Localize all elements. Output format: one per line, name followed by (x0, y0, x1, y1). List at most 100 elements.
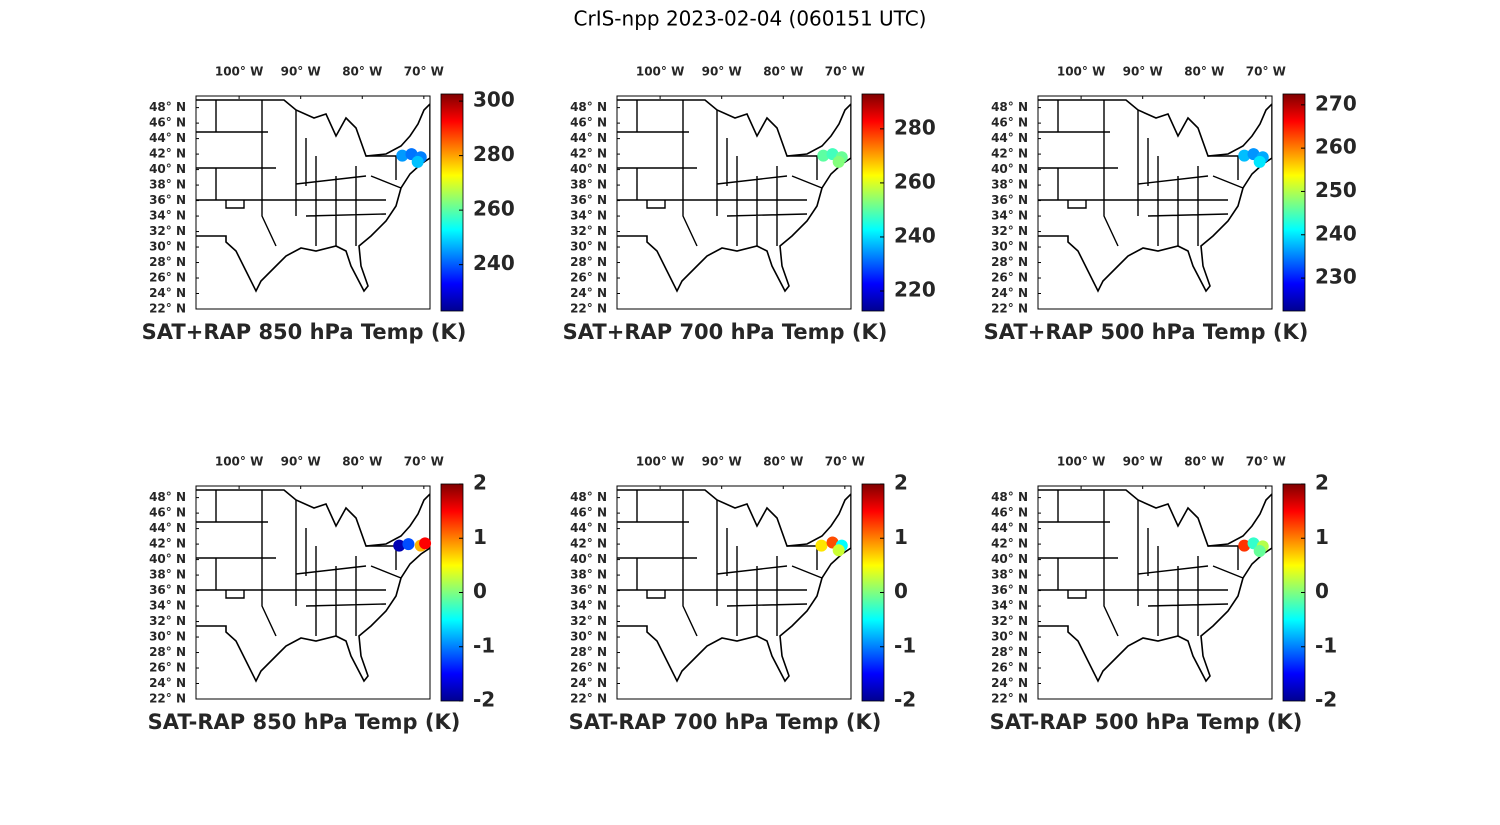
y-tick-label: 44° N (570, 521, 607, 535)
colorbar-tick-label: -1 (473, 633, 495, 657)
y-tick-label: 34° N (991, 209, 1028, 223)
colorbar-tick-label: 2 (1315, 471, 1329, 495)
x-tick-label: 100° W (1057, 65, 1105, 79)
x-tick-label: 80° W (763, 65, 803, 79)
y-tick-label: 48° N (570, 490, 607, 504)
map-frame (1037, 485, 1273, 700)
y-tick-label: 28° N (149, 255, 186, 269)
y-tick-label: 26° N (991, 271, 1028, 285)
y-tick-label: 24° N (149, 676, 186, 690)
data-point (402, 538, 415, 551)
colorbar (1282, 93, 1306, 312)
y-tick-label: 26° N (149, 271, 186, 285)
y-tick-label: 34° N (149, 599, 186, 613)
colorbar-tick-label: 230 (1315, 265, 1357, 289)
y-tick-label: 30° N (991, 240, 1028, 254)
y-tick-label: 22° N (149, 302, 186, 316)
data-point (1253, 545, 1266, 558)
data-point (817, 149, 830, 162)
y-tick-label: 24° N (570, 676, 607, 690)
y-tick-label: 44° N (149, 131, 186, 145)
colorbar-tick-label: 0 (894, 579, 908, 603)
panel-title: SAT+RAP 850 hPa Temp (K) (142, 320, 467, 344)
data-point (419, 537, 432, 550)
colorbar-tick-label: -1 (894, 633, 916, 657)
y-tick-label: 30° N (991, 630, 1028, 644)
colorbar-tick-label: 2 (473, 471, 487, 495)
colorbar (861, 93, 885, 312)
colorbar-tick-label: 260 (894, 169, 936, 193)
y-tick-label: 32° N (570, 614, 607, 628)
colorbar-tick-label: 0 (1315, 579, 1329, 603)
y-tick-label: 24° N (991, 676, 1028, 690)
y-tick-label: 40° N (991, 552, 1028, 566)
y-tick-label: 32° N (149, 224, 186, 238)
y-tick-label: 44° N (991, 131, 1028, 145)
y-tick-label: 42° N (149, 147, 186, 161)
y-tick-label: 44° N (991, 521, 1028, 535)
y-tick-label: 36° N (991, 193, 1028, 207)
data-point (1238, 149, 1251, 162)
y-tick-label: 38° N (149, 568, 186, 582)
colorbar-tick-label: 270 (1315, 91, 1357, 115)
y-tick-label: 22° N (991, 692, 1028, 706)
y-tick-label: 48° N (570, 100, 607, 114)
y-tick-label: 32° N (991, 614, 1028, 628)
y-tick-label: 40° N (149, 162, 186, 176)
colorbar-tick-label: -1 (1315, 633, 1337, 657)
y-tick-label: 36° N (570, 583, 607, 597)
x-tick-label: 70° W (404, 65, 444, 79)
y-tick-label: 44° N (570, 131, 607, 145)
colorbar-tick-label: 260 (1315, 135, 1357, 159)
x-tick-label: 70° W (404, 455, 444, 469)
y-tick-label: 46° N (149, 116, 186, 130)
colorbar-tick-label: 240 (1315, 221, 1357, 245)
y-tick-label: 22° N (570, 302, 607, 316)
y-tick-label: 32° N (570, 224, 607, 238)
colorbar (440, 93, 464, 312)
y-tick-label: 40° N (149, 552, 186, 566)
x-tick-label: 80° W (1184, 455, 1224, 469)
colorbar-tick-label: 0 (473, 579, 487, 603)
y-tick-label: 38° N (570, 568, 607, 582)
data-point (832, 544, 845, 557)
y-tick-label: 36° N (149, 583, 186, 597)
y-tick-label: 30° N (149, 630, 186, 644)
x-tick-label: 100° W (215, 455, 263, 469)
y-tick-label: 28° N (570, 645, 607, 659)
y-tick-label: 30° N (149, 240, 186, 254)
y-tick-label: 42° N (570, 147, 607, 161)
x-tick-label: 80° W (342, 65, 382, 79)
colorbar-tick-label: 240 (473, 251, 515, 275)
x-tick-label: 100° W (636, 65, 684, 79)
panel-title: SAT+RAP 700 hPa Temp (K) (563, 320, 888, 344)
colorbar-tick-label: 2 (894, 471, 908, 495)
x-tick-label: 100° W (1057, 455, 1105, 469)
colorbar-tick-label: 1 (473, 525, 487, 549)
y-tick-label: 42° N (991, 537, 1028, 551)
colorbar-tick-label: 260 (473, 197, 515, 221)
data-point (1253, 155, 1266, 168)
colorbar-tick-label: 1 (894, 525, 908, 549)
colorbar-tick-label: -2 (473, 688, 495, 712)
x-tick-label: 90° W (1123, 455, 1163, 469)
y-tick-label: 38° N (149, 178, 186, 192)
y-tick-label: 26° N (149, 661, 186, 675)
panel-title: SAT+RAP 500 hPa Temp (K) (984, 320, 1309, 344)
y-tick-label: 26° N (570, 271, 607, 285)
colorbar-tick-label: 220 (894, 278, 936, 302)
y-tick-label: 42° N (570, 537, 607, 551)
y-tick-label: 34° N (991, 599, 1028, 613)
y-tick-label: 44° N (149, 521, 186, 535)
figure-title: CrIS-npp 2023-02-04 (060151 UTC) (574, 7, 927, 31)
y-tick-label: 26° N (570, 661, 607, 675)
colorbar-tick-label: 280 (894, 115, 936, 139)
y-tick-label: 24° N (149, 286, 186, 300)
y-tick-label: 46° N (991, 506, 1028, 520)
y-tick-label: 24° N (570, 286, 607, 300)
colorbar-tick-label: -2 (1315, 688, 1337, 712)
y-tick-label: 30° N (570, 240, 607, 254)
x-tick-label: 80° W (1184, 65, 1224, 79)
panel-title: SAT-RAP 500 hPa Temp (K) (990, 710, 1303, 734)
